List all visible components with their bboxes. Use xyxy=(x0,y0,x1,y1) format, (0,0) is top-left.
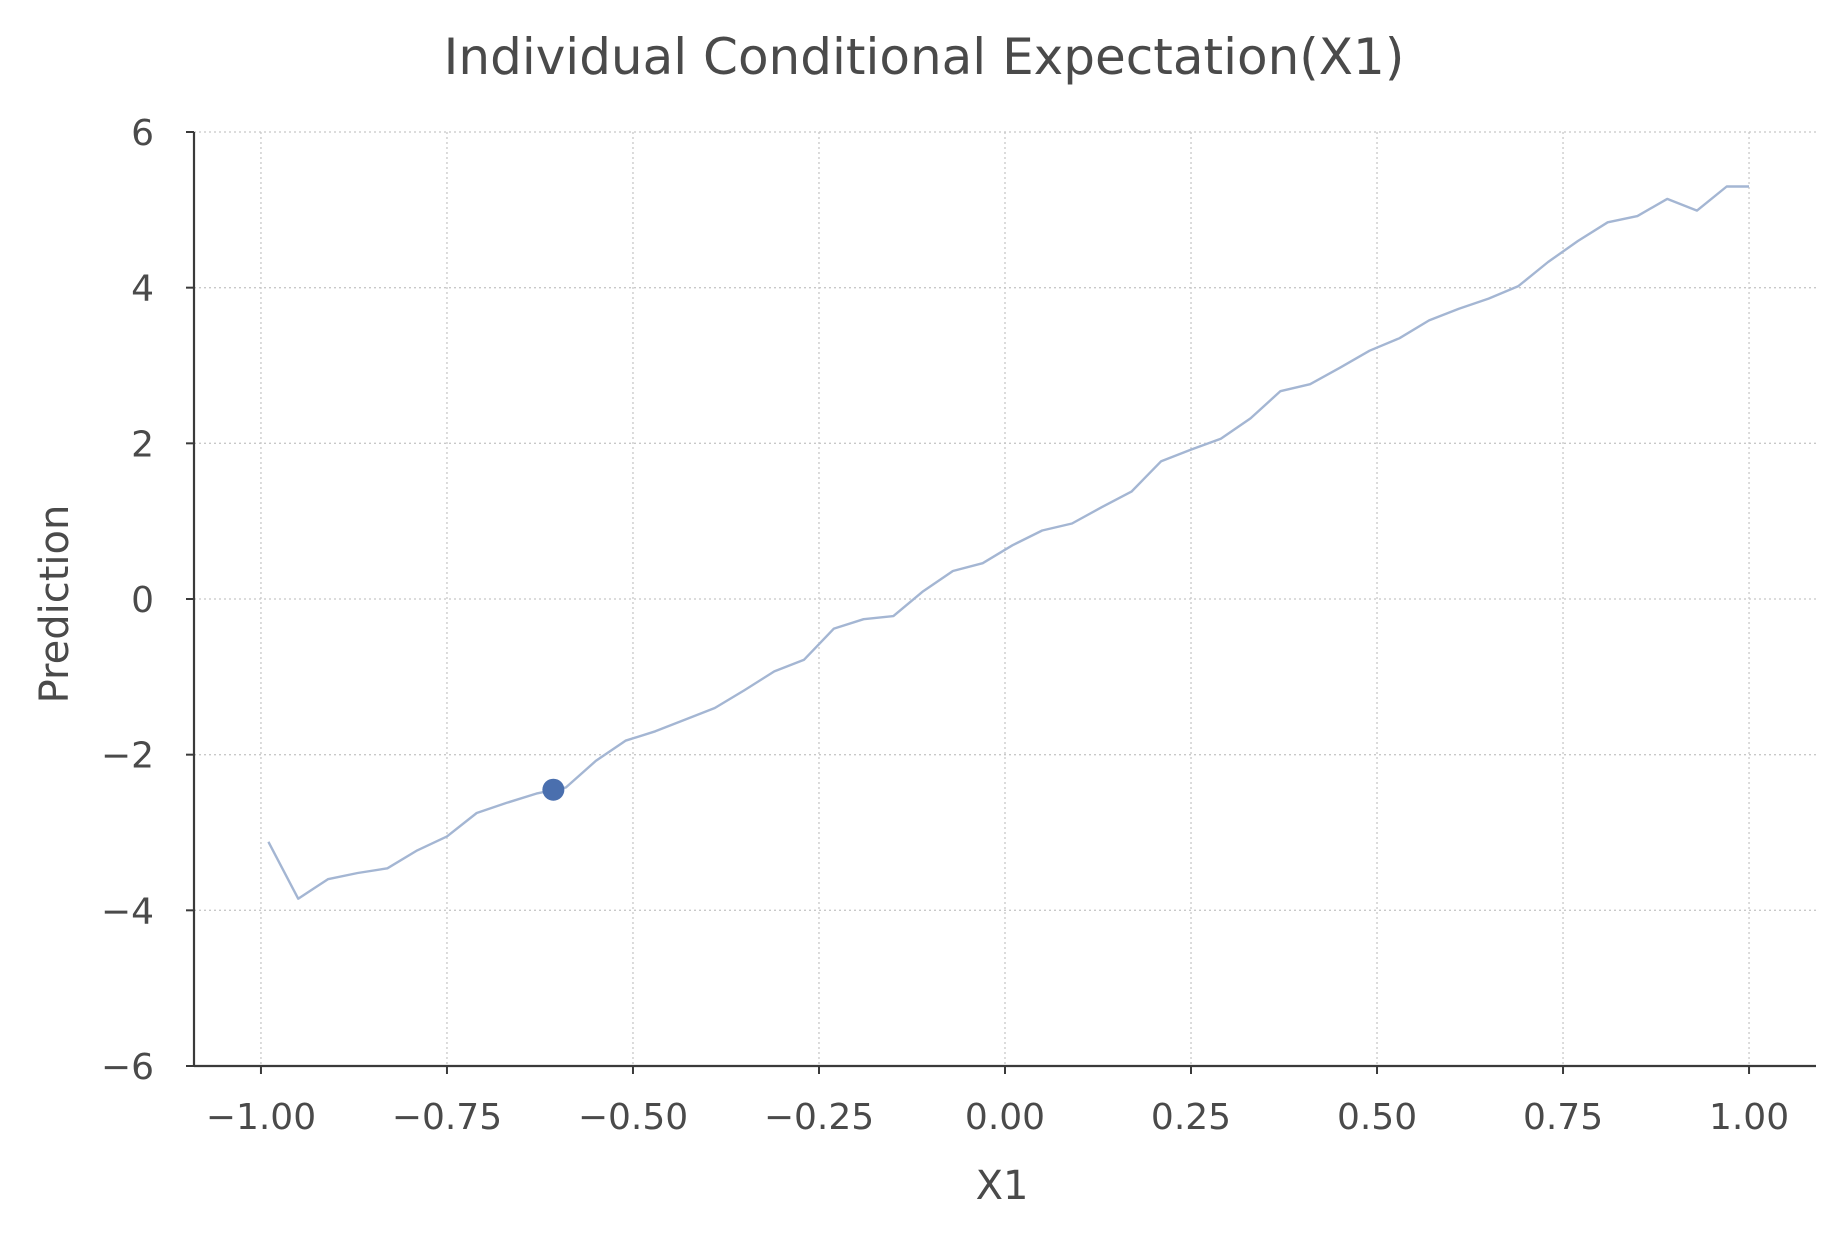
x-tick-label: −0.25 xyxy=(764,1097,874,1138)
y-axis-ticks: 6 4 2 0 −2 −4 −6 xyxy=(101,113,194,1088)
observation-point xyxy=(542,778,565,801)
chart-title: Individual Conditional Expectation(X1) xyxy=(444,28,1405,86)
x-tick-label: −0.50 xyxy=(578,1097,688,1138)
y-axis-label: Prediction xyxy=(32,505,78,704)
x-tick-label: 0.00 xyxy=(965,1097,1045,1138)
x-tick-label: 0.75 xyxy=(1523,1097,1603,1138)
ice-series-line xyxy=(267,185,1749,900)
y-tick-label: 0 xyxy=(131,580,154,621)
x-tick-label: −1.00 xyxy=(206,1097,316,1138)
y-tick-label: 2 xyxy=(131,424,154,465)
x-tick-label: 1.00 xyxy=(1709,1097,1789,1138)
y-tick-label: −2 xyxy=(101,736,154,777)
x-axis-ticks: −1.00 −0.75 −0.50 −0.25 0.00 0.25 0.50 0.75 1.00 xyxy=(206,1066,1789,1138)
x-tick-label: −0.75 xyxy=(392,1097,502,1138)
y-tick-label: −6 xyxy=(101,1047,154,1088)
y-tick-label: −4 xyxy=(101,891,154,932)
y-tick-label: 4 xyxy=(131,269,154,310)
series-layer xyxy=(267,185,1749,900)
y-tick-label: 6 xyxy=(131,113,154,154)
x-tick-label: 0.50 xyxy=(1337,1097,1417,1138)
x-axis-label: X1 xyxy=(976,1163,1029,1209)
x-tick-label: 0.25 xyxy=(1151,1097,1231,1138)
